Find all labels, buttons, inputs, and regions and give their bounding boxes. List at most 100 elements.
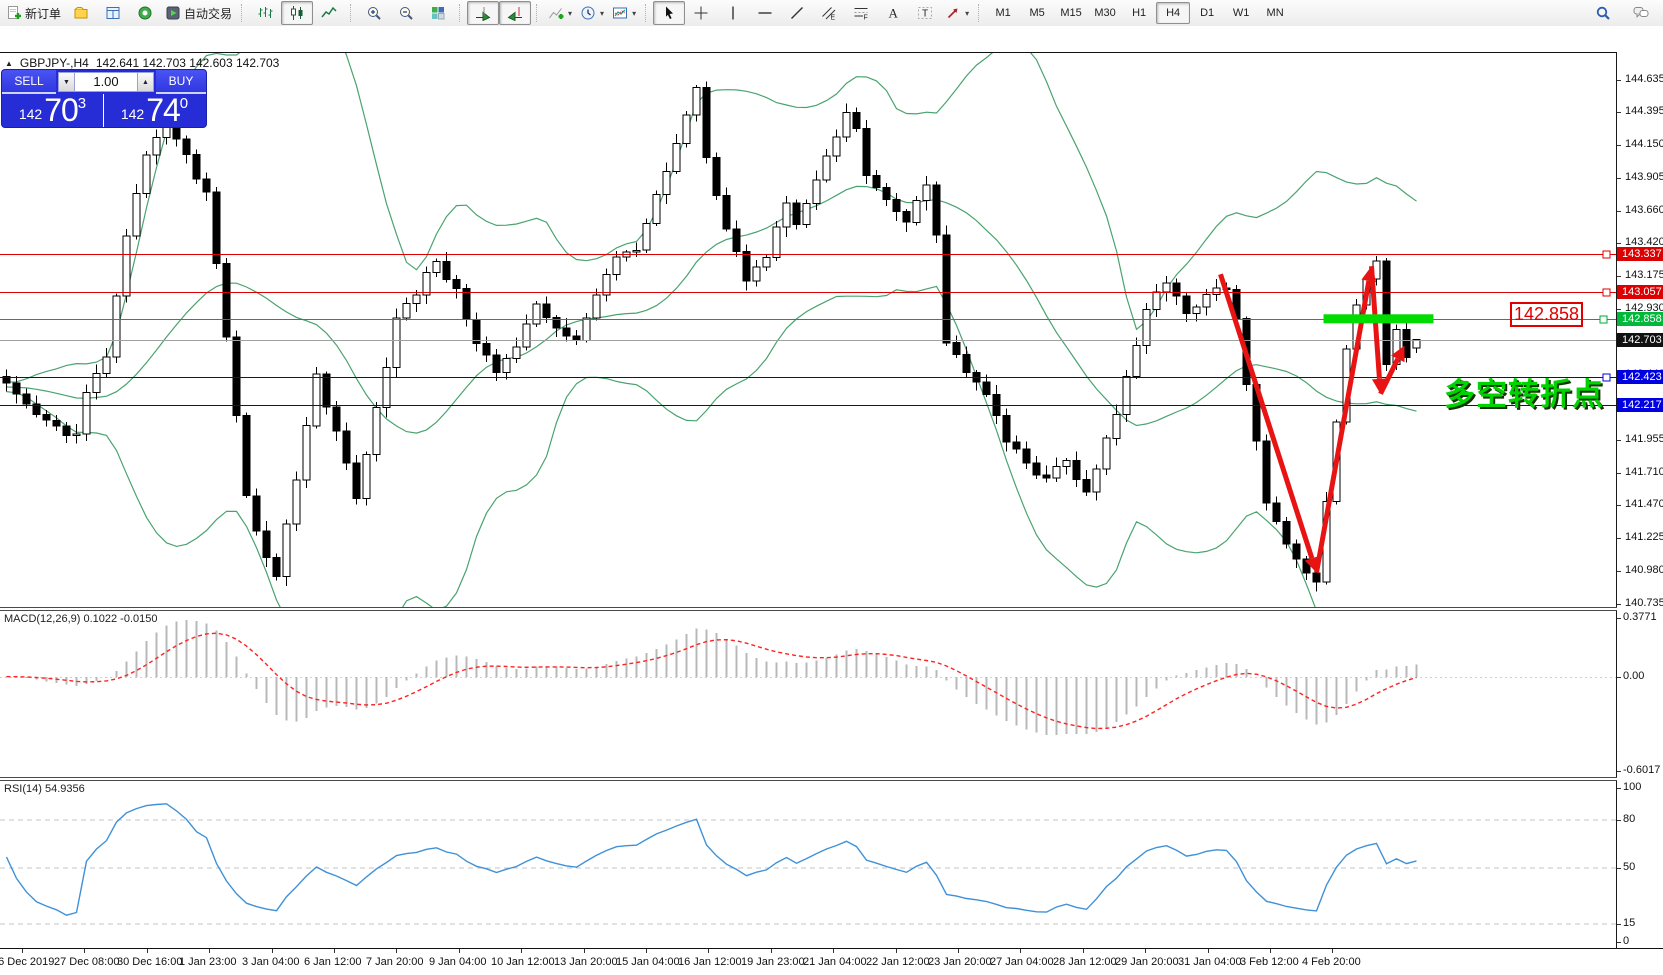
price-tick	[1617, 604, 1621, 605]
autotrading-button-label: 自动交易	[184, 6, 233, 21]
zoom-in-button[interactable]	[358, 1, 390, 25]
time-tick	[1020, 949, 1021, 953]
sell-price[interactable]: 142 70 3	[2, 92, 104, 127]
timeframe-m5-button[interactable]: M5	[1029, 7, 1045, 19]
fibonacci-button[interactable]: F	[845, 1, 877, 25]
timeframe-h4-button[interactable]: H4	[1156, 2, 1191, 24]
timeframe-mn-button[interactable]: MN	[1266, 7, 1284, 19]
chat-button[interactable]	[1625, 1, 1657, 25]
price-tick-label: 140.735	[1625, 597, 1663, 609]
zoom-out-button[interactable]	[390, 1, 422, 25]
sell-button[interactable]: SELL	[2, 70, 56, 94]
text-button[interactable]: A	[877, 1, 909, 25]
price-annotation-box[interactable]: 142.858	[1510, 302, 1583, 327]
dropdown-caret-icon[interactable]: ▾	[568, 8, 573, 18]
price-tick	[1617, 538, 1621, 539]
timeframe-w1-button[interactable]: W1	[1232, 7, 1250, 19]
time-tick-label: 29 Jan 20:00	[1115, 956, 1179, 968]
buy-button[interactable]: BUY	[156, 70, 206, 94]
line-chart-button[interactable]	[313, 1, 345, 25]
timeframe-d1-button[interactable]: D1	[1200, 7, 1215, 19]
symbol-ohlc-values: 142.641 142.703 142.603 142.703	[95, 56, 280, 70]
bar-chart-button[interactable]	[249, 1, 281, 25]
pane-divider-macd[interactable]	[0, 607, 1663, 611]
toolbar-separator	[645, 4, 649, 22]
channel-icon: E	[822, 7, 836, 21]
time-tick-label: 28 Jan 12:00	[1053, 956, 1117, 968]
crosshair-button[interactable]	[685, 1, 717, 25]
volume-stepper: ▼ 1.00 ▲	[56, 70, 156, 94]
chart-window[interactable]: 144.635 144.395 144.150 143.905 143.660 143.4…	[0, 26, 1663, 975]
channel-button[interactable]: E	[813, 1, 845, 25]
time-tick	[84, 949, 85, 953]
rsi-pane-canvas[interactable]	[0, 781, 1616, 948]
dropdown-caret-icon[interactable]: ▾	[965, 8, 970, 18]
rsi-axis-tick	[1617, 868, 1621, 869]
candlestick-button[interactable]	[281, 1, 314, 25]
time-tick-label: 3 Feb 12:00	[1240, 956, 1299, 968]
timeframe-h1-button[interactable]: H1	[1132, 7, 1147, 19]
dropdown-caret-icon[interactable]: ▾	[600, 8, 605, 18]
main-chart-canvas[interactable]	[0, 53, 1616, 607]
support-zone-bar[interactable]	[1323, 314, 1434, 324]
price-tick-label: 144.395	[1625, 105, 1663, 117]
price-tick-label: 143.175	[1625, 269, 1663, 281]
trendline-button[interactable]	[781, 1, 813, 25]
rsi-axis-label: 15	[1623, 917, 1636, 929]
price-tick-label: 143.660	[1625, 204, 1663, 216]
time-tick	[459, 949, 460, 953]
chinese-annotation-text[interactable]: 多空转折点	[1444, 377, 1604, 412]
volume-input[interactable]: 1.00	[75, 72, 137, 92]
tile-windows-button[interactable]	[422, 1, 454, 25]
navigator-button[interactable]	[129, 1, 161, 25]
autotrading-icon	[166, 6, 180, 20]
new-order-button[interactable]: 新订单	[2, 1, 65, 25]
rsi-axis-tick	[1617, 820, 1621, 821]
price-axis[interactable]: 144.635 144.395 144.150 143.905 143.660 143.4…	[1617, 52, 1663, 948]
periods-button[interactable]: ▾	[576, 1, 608, 25]
toolbar-separator	[459, 4, 463, 22]
templates-button[interactable]: ▾	[608, 1, 640, 25]
indicators-button[interactable]: ▾	[544, 1, 576, 25]
volume-increase-button[interactable]: ▲	[137, 72, 154, 92]
price-tick-label: 143.905	[1625, 171, 1663, 183]
rsi-axis-label: 0	[1623, 935, 1630, 947]
cursor-button[interactable]	[653, 1, 686, 25]
chart-shift-button[interactable]	[499, 1, 532, 25]
buy-price-big: 74	[146, 92, 181, 127]
time-tick-label: 22 Jan 12:00	[866, 956, 930, 968]
time-tick	[896, 949, 897, 953]
timeframe-m1-button[interactable]: M1	[995, 7, 1011, 19]
pane-divider-rsi[interactable]	[0, 777, 1663, 781]
profiles-button[interactable]	[65, 1, 97, 25]
time-tick-label: 15 Jan 04:00	[616, 956, 680, 968]
price-tick-label: 141.955	[1625, 433, 1663, 445]
timeframe-m15-button[interactable]: M15	[1060, 7, 1082, 19]
trend-arrows[interactable]	[1218, 265, 1405, 574]
volume-decrease-button[interactable]: ▼	[58, 72, 75, 92]
text-label-button[interactable]: T	[909, 1, 941, 25]
buy-price[interactable]: 142 74 0	[104, 92, 205, 127]
market-watch-button[interactable]	[97, 1, 129, 25]
search-button[interactable]	[1587, 1, 1619, 25]
timeframe-m30-button[interactable]: M30	[1094, 7, 1116, 19]
arrows-button[interactable]: ▾	[941, 1, 973, 25]
horizontal-line-button[interactable]	[749, 1, 781, 25]
macd-histogram	[5, 619, 1418, 735]
rsi-axis-label: 50	[1623, 861, 1636, 873]
fibonacci-icon: F	[854, 8, 868, 21]
time-tick-label: 16 Jan 12:00	[678, 956, 742, 968]
price-tick	[1617, 276, 1621, 277]
svg-text:T: T	[922, 9, 928, 20]
price-tick	[1617, 473, 1621, 474]
vertical-line-button[interactable]	[717, 1, 749, 25]
autotrading-button[interactable]: 自动交易	[161, 1, 236, 25]
collapse-one-click-icon[interactable]: ▲	[5, 58, 13, 68]
macd-pane-canvas[interactable]	[0, 611, 1616, 778]
trendline-icon	[791, 7, 804, 19]
sell-price-big: 70	[44, 92, 79, 127]
auto-scroll-button[interactable]	[467, 1, 500, 25]
price-tick-label: 141.710	[1625, 466, 1663, 478]
dropdown-caret-icon[interactable]: ▾	[632, 8, 637, 18]
